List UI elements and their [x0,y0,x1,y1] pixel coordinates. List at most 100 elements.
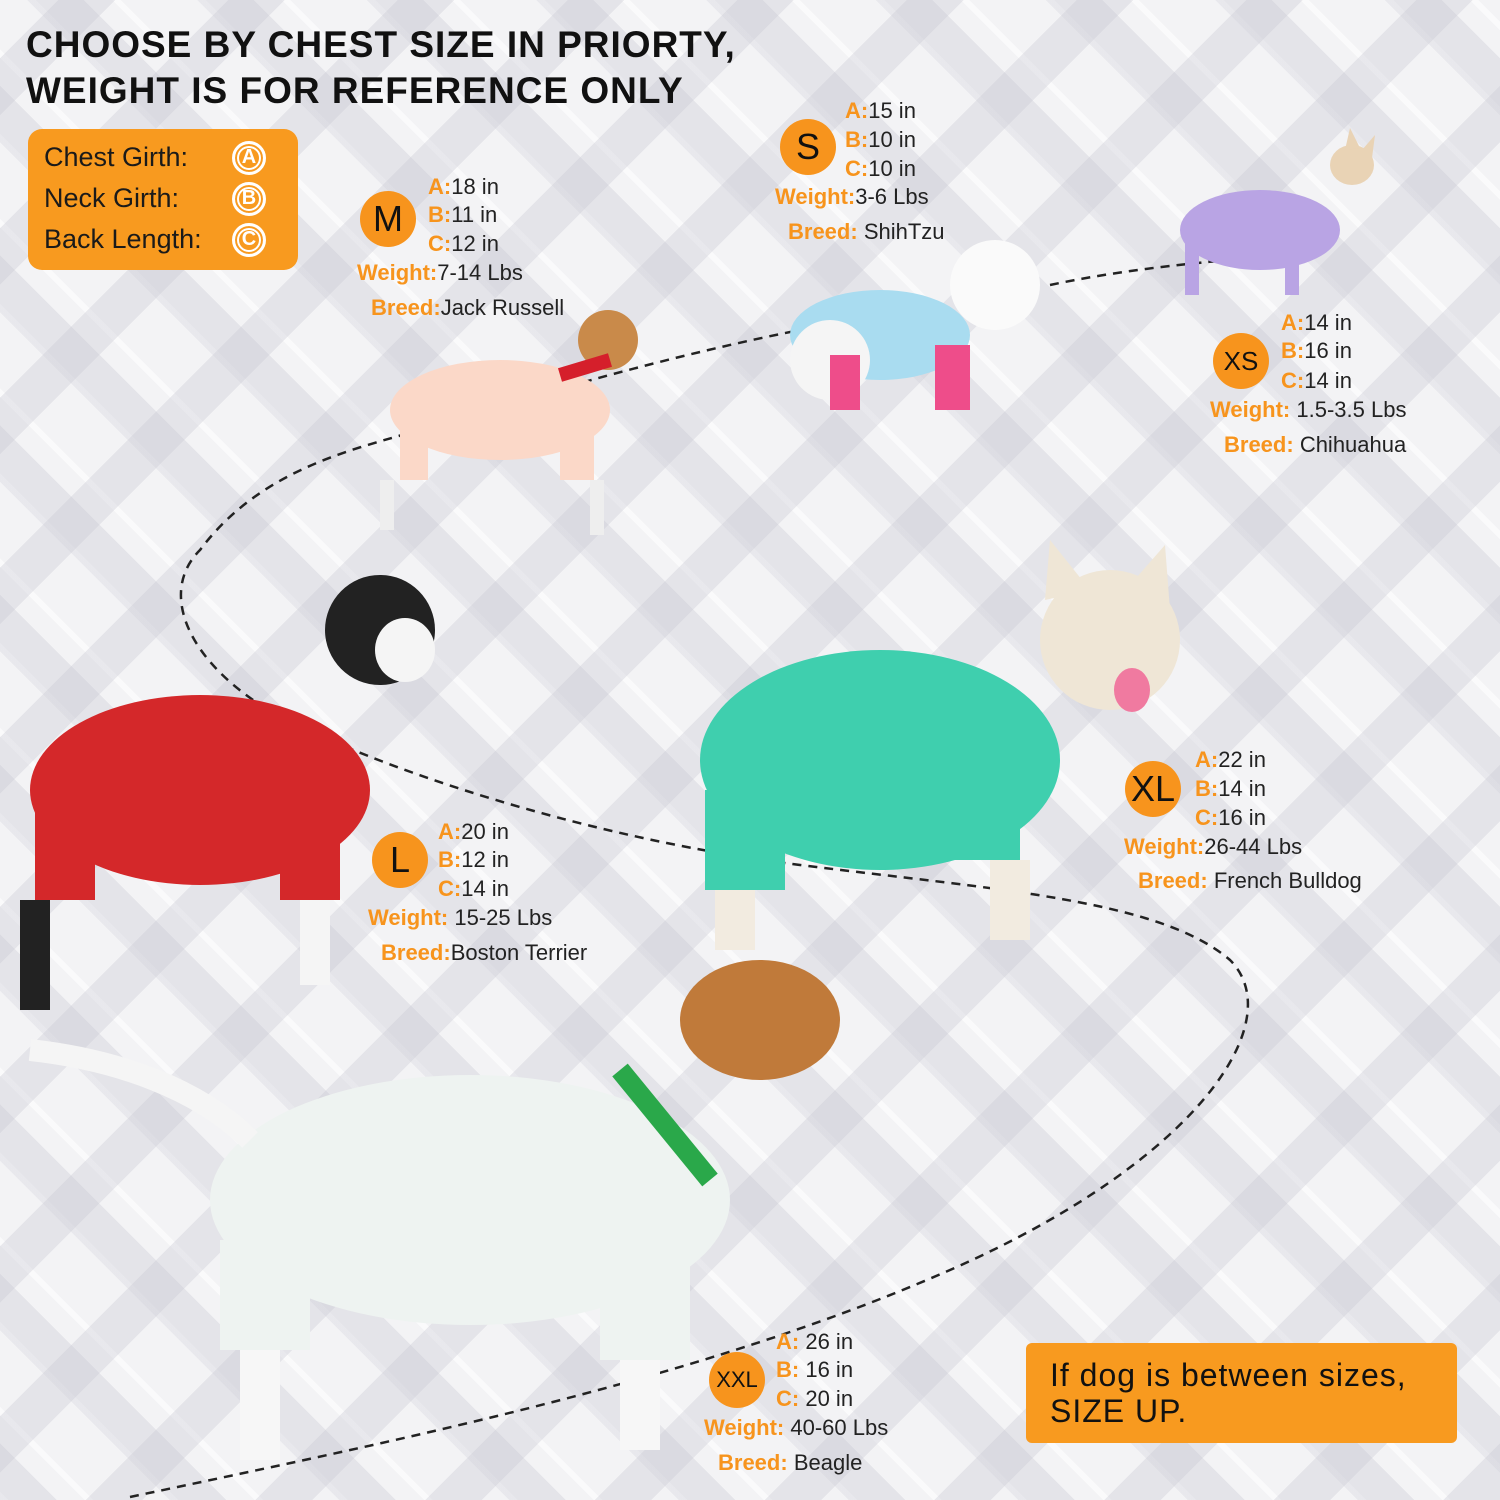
size-badge: L [372,832,428,888]
measure-label: A: [438,819,462,844]
measure-value: Boston Terrier [450,940,588,965]
chest-value: A:15 in [845,98,916,124]
measure-value: 10 in [868,156,916,181]
back-value: C:10 in [845,156,916,182]
measure-label: Weight: [1124,834,1205,859]
breed-value: Breed: Chihuahua [1224,432,1406,458]
measure-value: 20 in [805,1386,854,1411]
breed-value: Breed:Jack Russell [371,295,564,321]
weight-value: Weight: 1.5-3.5 Lbs [1210,397,1406,423]
weight-value: Weight: 40-60 Lbs [704,1415,888,1441]
measure-label: C: [776,1386,800,1411]
measure-label: B: [428,202,452,227]
size-badge: XXL [709,1352,765,1408]
measure-label: A: [428,174,452,199]
weight-value: Weight:3-6 Lbs [775,184,929,210]
back-value: C:14 in [1281,368,1352,394]
size-badge: XS [1213,333,1269,389]
chest-value: A:22 in [1195,747,1266,773]
page-title: CHOOSE BY CHEST SIZE IN PRIORTY, WEIGHT … [26,22,736,114]
measure-label: C: [438,876,462,901]
neck-value: B:16 in [1281,338,1352,364]
measure-value: 14 in [1304,368,1352,393]
tip-line-1: If dog is between sizes, [1050,1357,1407,1393]
measure-value: 26-44 Lbs [1204,834,1303,859]
dog-beagle-image [28,960,840,1460]
measure-value: 22 in [1218,747,1266,772]
measure-value: Beagle [793,1450,863,1475]
legend-back-length: Back Length: C [44,219,298,260]
measure-value: 26 in [805,1329,854,1354]
measure-value: 12 in [461,847,509,872]
measure-value: 12 in [451,231,499,256]
legend-neck-girth: Neck Girth: B [44,178,298,219]
measure-value: 16 in [1304,338,1352,363]
circled-letter-c-icon: C [232,222,266,257]
measure-label: C: [1195,805,1219,830]
measure-label: A: [845,98,869,123]
measure-label: Breed: [1224,432,1294,457]
neck-value: B:14 in [1195,776,1266,802]
measure-label: Weight: [704,1415,785,1440]
measure-value: 16 in [805,1357,854,1382]
measure-label: B: [438,847,462,872]
measure-label: Breed: [1138,868,1208,893]
measure-label: Weight: [775,184,856,209]
legend-label: Chest Girth: [44,142,189,172]
neck-value: B:11 in [428,202,497,228]
measure-value: 14 in [1304,310,1352,335]
measure-value: 15 in [868,98,916,123]
measure-value: ShihTzu [863,219,945,244]
back-value: C:14 in [438,876,509,902]
dog-chihuahua-image [1180,128,1375,295]
measure-value: 16 in [1218,805,1266,830]
tip-line-2: SIZE UP. [1050,1393,1188,1429]
measure-label: C: [845,156,869,181]
circled-letter-a-icon: A [232,140,266,175]
measure-value: Jack Russell [440,295,565,320]
chest-value: A:20 in [438,819,509,845]
measure-label: Breed: [718,1450,788,1475]
chest-value: A:14 in [1281,310,1352,336]
weight-value: Weight:26-44 Lbs [1124,834,1302,860]
breed-value: Breed:Boston Terrier [381,940,587,966]
size-badge: S [780,119,836,175]
measure-value: 15-25 Lbs [454,905,553,930]
measure-value: 11 in [451,202,498,227]
back-value: C:16 in [1195,805,1266,831]
back-value: C: 20 in [776,1386,853,1412]
measure-value: 40-60 Lbs [790,1415,889,1440]
neck-value: B: 16 in [776,1357,853,1383]
measure-value: 7-14 Lbs [437,260,523,285]
measure-label: A: [1281,310,1305,335]
measure-label: C: [428,231,452,256]
measure-label: Weight: [357,260,438,285]
measure-label: C: [1281,368,1305,393]
measurement-legend: Chest Girth: A Neck Girth: B Back Length: C [28,129,298,270]
dog-boston-terrier-image [20,575,435,1010]
title-line-2: WEIGHT IS FOR REFERENCE ONLY [26,70,684,111]
chest-value: A:18 in [428,174,499,200]
measure-label: B: [1281,338,1305,363]
neck-value: B:10 in [845,127,916,153]
weight-value: Weight: 15-25 Lbs [368,905,552,931]
size-badge: XL [1125,761,1181,817]
circled-letter-b-icon: B [232,181,266,216]
measure-label: A: [776,1329,800,1354]
measure-value: 14 in [1218,776,1266,801]
measure-label: Weight: [1210,397,1291,422]
measure-label: B: [776,1357,800,1382]
title-line-1: CHOOSE BY CHEST SIZE IN PRIORTY, [26,24,736,65]
measure-label: Breed: [788,219,858,244]
dog-shihtzu-image [790,240,1040,410]
measure-value: French Bulldog [1213,868,1362,893]
dog-jack-russell-image [380,310,638,535]
legend-chest-girth: Chest Girth: A [44,137,298,178]
legend-label: Back Length: [44,224,202,254]
weight-value: Weight:7-14 Lbs [357,260,523,286]
size-up-tip: If dog is between sizes, SIZE UP. [1026,1343,1457,1443]
measure-value: 10 in [868,127,916,152]
size-badge: M [360,191,416,247]
chest-value: A: 26 in [776,1329,853,1355]
measure-label: A: [1195,747,1219,772]
